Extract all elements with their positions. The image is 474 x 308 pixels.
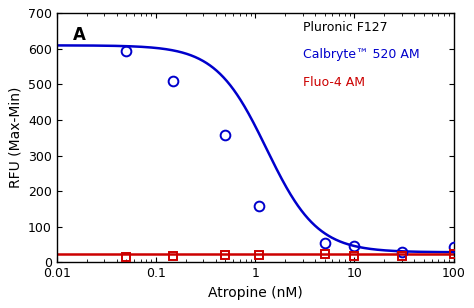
X-axis label: Atropine (nM): Atropine (nM) [208, 286, 302, 300]
Text: A: A [73, 26, 85, 44]
Text: Fluo-4 AM: Fluo-4 AM [303, 75, 365, 89]
Text: Calbryte™ 520 AM: Calbryte™ 520 AM [303, 48, 419, 61]
Text: Pluronic F127: Pluronic F127 [303, 21, 388, 34]
Y-axis label: RFU (Max-Min): RFU (Max-Min) [9, 87, 22, 188]
